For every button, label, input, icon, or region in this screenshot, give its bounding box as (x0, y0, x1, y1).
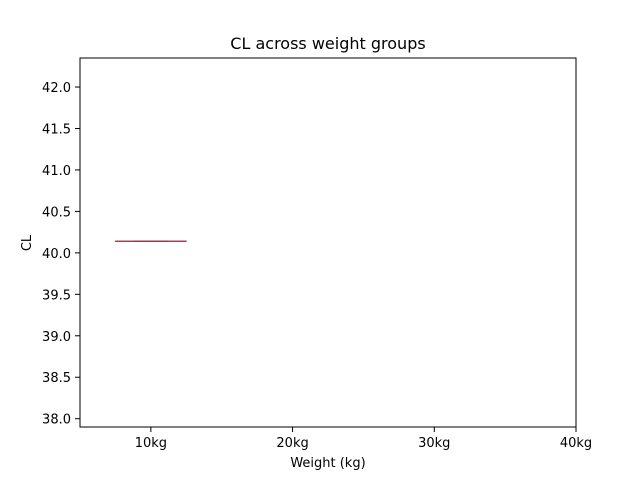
y-tick-label: 39.0 (42, 330, 71, 345)
y-axis: 38.0 38.5 39.0 39.5 40.0 40.5 41.0 41.5 42.0 (42, 81, 80, 428)
y-tick-label: 38.5 (42, 371, 71, 386)
plot-area (79, 57, 577, 428)
chart-title: CL across weight groups (230, 34, 425, 53)
x-tick-label: 10kg (135, 436, 167, 451)
y-tick-label: 41.0 (42, 164, 71, 179)
x-tick-label: 30kg (418, 436, 450, 451)
x-axis-label: Weight (kg) (290, 456, 365, 471)
x-axis: 10kg 20kg 30kg 40kg (135, 427, 592, 451)
y-tick-label: 39.5 (42, 288, 71, 303)
y-tick-label: 40.5 (42, 205, 71, 220)
y-tick-label: 38.0 (42, 413, 71, 428)
x-tick-label: 40kg (560, 436, 592, 451)
plot-frame (79, 57, 577, 428)
y-tick-label: 40.0 (42, 247, 71, 262)
x-tick-label: 20kg (276, 436, 308, 451)
y-tick-label: 41.5 (42, 122, 71, 137)
y-tick-label: 42.0 (42, 81, 71, 96)
y-axis-label: CL (20, 234, 35, 251)
